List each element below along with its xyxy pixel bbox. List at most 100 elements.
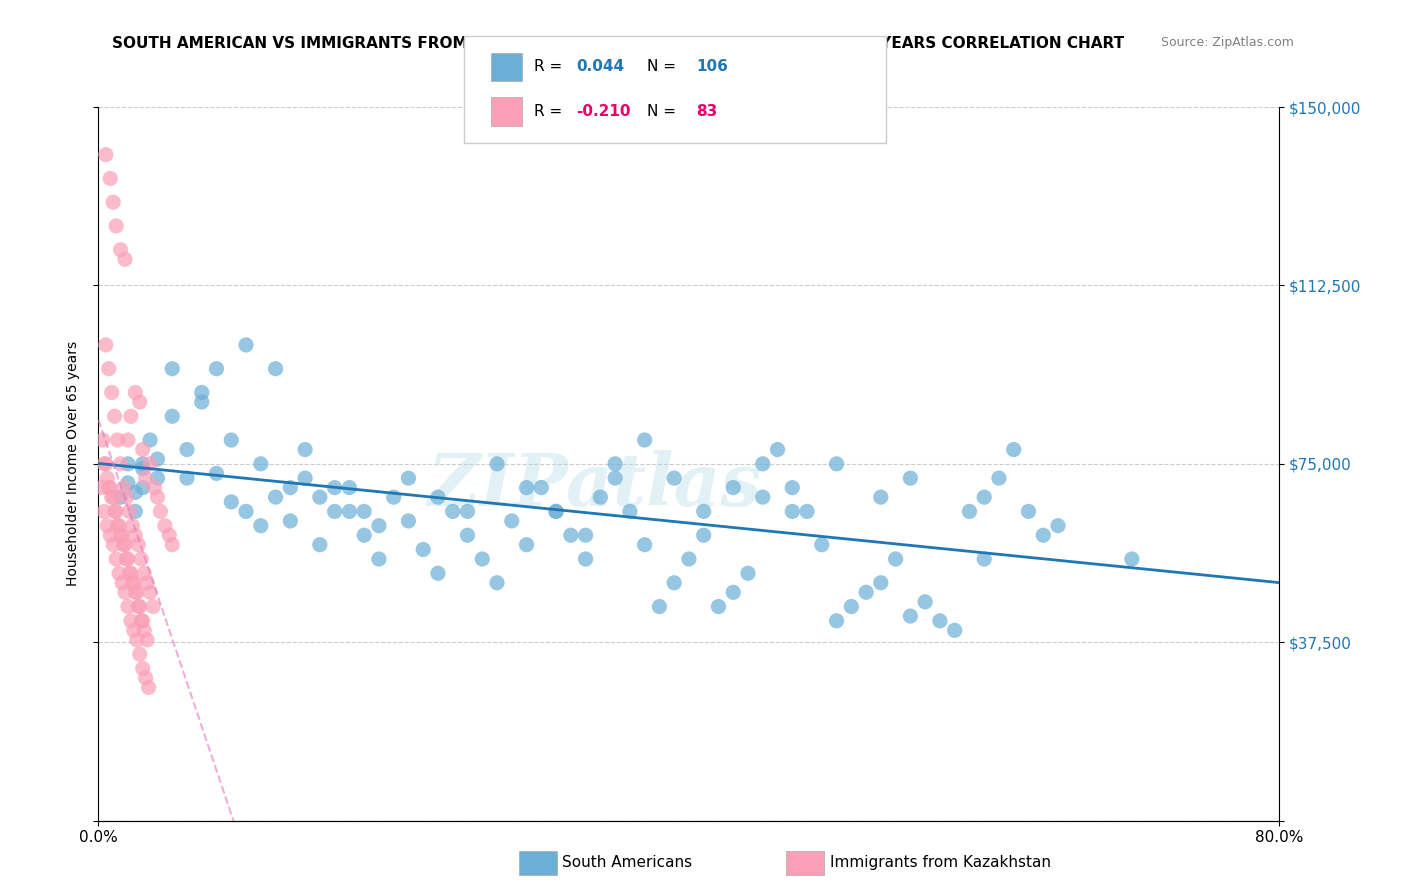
Text: R =: R =: [534, 60, 568, 74]
Text: N =: N =: [647, 60, 681, 74]
Point: [118, 566, 141, 581]
Point: [309, 538, 332, 552]
Point: [191, 385, 214, 400]
Point: [900, 471, 922, 485]
Point: [205, 467, 228, 481]
Point: [634, 433, 657, 447]
Point: [693, 504, 716, 518]
Point: [134, 566, 156, 581]
Point: [782, 481, 804, 495]
Point: [1018, 504, 1040, 518]
Point: [128, 599, 150, 614]
Point: [108, 518, 131, 533]
Point: [723, 481, 745, 495]
Point: [900, 609, 922, 624]
Point: [108, 566, 131, 581]
Point: [323, 481, 346, 495]
Point: [634, 538, 657, 552]
Point: [427, 566, 450, 581]
Point: [110, 490, 132, 504]
Point: [575, 528, 598, 542]
Point: [782, 504, 804, 518]
Point: [752, 490, 775, 504]
Point: [870, 575, 893, 590]
Point: [117, 457, 139, 471]
Point: [138, 681, 160, 695]
Point: [103, 195, 125, 210]
Point: [93, 504, 115, 518]
Text: 106: 106: [696, 60, 728, 74]
Text: Source: ZipAtlas.com: Source: ZipAtlas.com: [1160, 36, 1294, 49]
Y-axis label: Householder Income Over 65 years: Householder Income Over 65 years: [66, 342, 80, 586]
Point: [136, 632, 159, 647]
Text: 0.044: 0.044: [576, 60, 624, 74]
Point: [121, 575, 143, 590]
Point: [132, 661, 155, 675]
Point: [398, 514, 420, 528]
Point: [111, 575, 134, 590]
Point: [339, 481, 361, 495]
Point: [294, 442, 316, 457]
Point: [132, 614, 155, 628]
Point: [94, 338, 117, 352]
Point: [339, 504, 361, 518]
Point: [766, 442, 789, 457]
Point: [146, 490, 169, 504]
Point: [250, 457, 273, 471]
Point: [398, 471, 420, 485]
Text: ZIPatlas: ZIPatlas: [427, 450, 762, 521]
Point: [841, 599, 863, 614]
Point: [546, 504, 568, 518]
Point: [221, 433, 243, 447]
Point: [264, 361, 287, 376]
Point: [280, 514, 302, 528]
Point: [107, 518, 129, 533]
Point: [104, 409, 127, 424]
Point: [143, 481, 166, 495]
Point: [97, 481, 120, 495]
Point: [112, 538, 135, 552]
Point: [135, 671, 157, 685]
Point: [176, 442, 198, 457]
Point: [118, 504, 141, 518]
Point: [205, 361, 228, 376]
Point: [162, 361, 183, 376]
Point: [100, 490, 122, 504]
Point: [127, 599, 149, 614]
Point: [412, 542, 434, 557]
Point: [264, 490, 287, 504]
Text: 83: 83: [696, 104, 717, 119]
Point: [111, 528, 134, 542]
Point: [191, 395, 214, 409]
Text: SOUTH AMERICAN VS IMMIGRANTS FROM KAZAKHSTAN HOUSEHOLDER INCOME OVER 65 YEARS CO: SOUTH AMERICAN VS IMMIGRANTS FROM KAZAKH…: [112, 36, 1125, 51]
Point: [120, 614, 142, 628]
Point: [486, 457, 509, 471]
Point: [139, 433, 162, 447]
Point: [105, 552, 128, 566]
Point: [353, 528, 375, 542]
Point: [128, 395, 150, 409]
Point: [870, 490, 893, 504]
Point: [959, 504, 981, 518]
Point: [737, 566, 759, 581]
Point: [501, 514, 523, 528]
Point: [100, 385, 122, 400]
Point: [294, 471, 316, 485]
Point: [125, 632, 148, 647]
Point: [129, 552, 152, 566]
Point: [988, 471, 1011, 485]
Point: [235, 504, 257, 518]
Point: [855, 585, 877, 599]
Point: [441, 504, 464, 518]
Text: Immigrants from Kazakhstan: Immigrants from Kazakhstan: [830, 855, 1050, 870]
Point: [104, 504, 127, 518]
Point: [98, 481, 121, 495]
Point: [1032, 528, 1054, 542]
Point: [90, 481, 112, 495]
Point: [94, 457, 117, 471]
Point: [457, 504, 479, 518]
Point: [973, 552, 995, 566]
Point: [124, 385, 146, 400]
Point: [943, 624, 966, 638]
Point: [176, 471, 198, 485]
